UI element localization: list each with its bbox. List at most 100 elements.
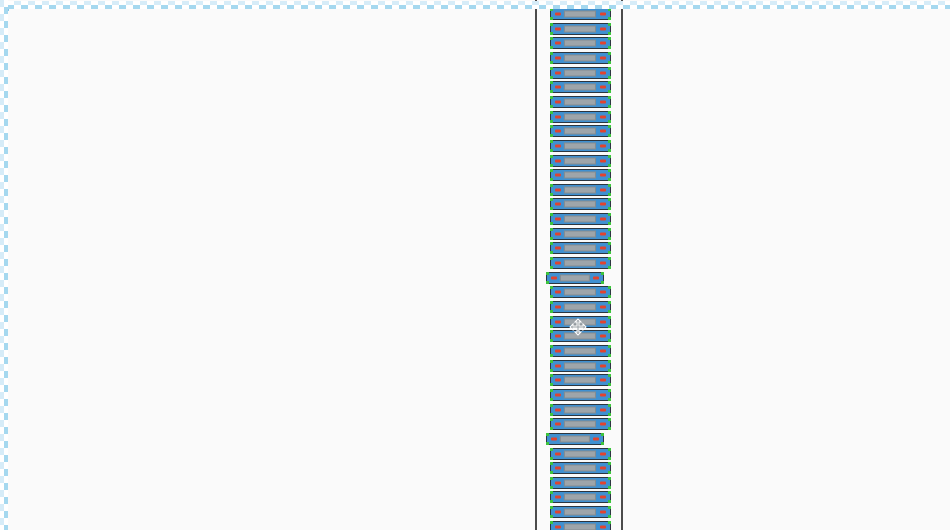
- corner-connector-dot: [549, 485, 553, 489]
- rack-unit[interactable]: [549, 447, 611, 460]
- corner-connector-dot: [549, 418, 553, 422]
- power-led-right-icon: [600, 466, 606, 470]
- corner-connector-dot: [608, 119, 611, 123]
- rack-unit[interactable]: [549, 227, 611, 240]
- corner-connector-dot: [549, 506, 553, 510]
- corner-connector-dot: [608, 104, 611, 108]
- rack-unit[interactable]: [549, 330, 611, 343]
- rack-unit[interactable]: [549, 418, 611, 431]
- corner-connector-dot: [549, 125, 553, 129]
- corner-connector-dot: [608, 266, 611, 270]
- rack-unit[interactable]: [549, 491, 611, 504]
- rack-unit[interactable]: [549, 139, 611, 152]
- power-led-left-icon: [554, 393, 561, 397]
- rack-unit[interactable]: [549, 169, 611, 182]
- server-front-panel: [564, 10, 597, 18]
- corner-connector-dot: [549, 491, 553, 495]
- power-led-right-icon: [600, 525, 606, 529]
- rack-unit[interactable]: [549, 462, 611, 475]
- corner-connector-dot: [601, 432, 604, 436]
- rack-unit[interactable]: [549, 359, 611, 372]
- rack-unit[interactable]: [549, 81, 611, 94]
- power-led-right-icon: [600, 246, 606, 250]
- rack-unit[interactable]: [549, 37, 611, 50]
- power-led-left-icon: [554, 422, 561, 426]
- selection-handle-top-center[interactable]: [571, 1, 579, 9]
- server-front-panel: [564, 362, 597, 370]
- rack-rail-right: [621, 0, 623, 530]
- power-led-left-icon: [554, 246, 561, 250]
- rack-unit[interactable]: [549, 374, 611, 387]
- selection-handle-top-left[interactable]: [1, 3, 9, 11]
- corner-connector-dot: [608, 90, 611, 94]
- rack-unit[interactable]: [549, 213, 611, 226]
- server-front-panel: [564, 127, 597, 135]
- server-front-panel: [564, 347, 597, 355]
- corner-connector-dot: [608, 500, 611, 504]
- rack-unit[interactable]: [549, 301, 611, 313]
- corner-connector-dot: [608, 22, 611, 26]
- server-front-panel: [564, 259, 597, 267]
- power-led-right-icon: [600, 41, 606, 45]
- rack-rail-left: [535, 0, 537, 530]
- server-front-panel: [564, 215, 597, 223]
- power-led-right-icon: [600, 408, 606, 412]
- rack-unit[interactable]: [549, 95, 611, 108]
- server-front-panel: [564, 523, 597, 530]
- rack-unit[interactable]: [549, 198, 611, 211]
- corner-connector-dot: [608, 81, 611, 85]
- rack-unit[interactable]: [549, 403, 611, 416]
- corner-connector-dot: [549, 353, 553, 357]
- rack-unit[interactable]: [546, 432, 604, 445]
- power-led-right-icon: [600, 349, 606, 353]
- power-led-right-icon: [600, 305, 606, 309]
- power-led-left-icon: [554, 408, 561, 412]
- rack-unit[interactable]: [549, 286, 611, 299]
- rack-unit[interactable]: [549, 242, 611, 255]
- selection-handle-middle-left[interactable]: [0, 321, 8, 329]
- rack-unit[interactable]: [549, 22, 611, 35]
- rack-unit[interactable]: [549, 8, 611, 20]
- corner-connector-dot: [608, 163, 611, 167]
- corner-connector-dot: [549, 476, 553, 480]
- corner-connector-dot: [549, 213, 553, 217]
- corner-connector-dot: [549, 192, 553, 196]
- corner-connector-dot: [549, 95, 553, 99]
- corner-connector-dot: [608, 207, 611, 211]
- power-led-right-icon: [600, 27, 606, 31]
- corner-connector-dot: [549, 198, 553, 202]
- power-led-left-icon: [551, 276, 557, 280]
- rack-unit[interactable]: [549, 66, 611, 79]
- corner-connector-dot: [549, 178, 553, 182]
- corner-connector-dot: [608, 485, 611, 489]
- rack-unit[interactable]: [549, 315, 611, 328]
- rack-unit[interactable]: [549, 388, 611, 401]
- power-led-left-icon: [554, 334, 561, 338]
- corner-connector-dot: [608, 344, 611, 348]
- rack-unit[interactable]: [549, 125, 611, 138]
- power-led-left-icon: [554, 71, 561, 75]
- rack-unit[interactable]: [549, 344, 611, 357]
- corner-connector-dot: [608, 75, 611, 79]
- rack-unit[interactable]: [549, 183, 611, 196]
- server-front-panel: [564, 288, 597, 296]
- corner-connector-dot: [608, 368, 611, 372]
- corner-connector-dot: [608, 66, 611, 70]
- rack-unit[interactable]: [549, 154, 611, 167]
- rack-unit[interactable]: [549, 257, 611, 270]
- rack-unit[interactable]: [549, 476, 611, 489]
- server-front-panel: [559, 274, 591, 282]
- corner-connector-dot: [549, 500, 553, 504]
- corner-connector-dot: [608, 427, 611, 431]
- rack-unit[interactable]: [549, 51, 611, 64]
- rack-unit[interactable]: [549, 520, 611, 530]
- corner-connector-dot: [608, 178, 611, 182]
- corner-connector-dot: [601, 271, 604, 275]
- corner-connector-dot: [608, 491, 611, 495]
- power-led-right-icon: [600, 144, 606, 148]
- rack-unit[interactable]: [549, 110, 611, 123]
- rack-unit[interactable]: [549, 506, 611, 519]
- corner-connector-dot: [608, 110, 611, 114]
- rack-unit[interactable]: [546, 271, 604, 284]
